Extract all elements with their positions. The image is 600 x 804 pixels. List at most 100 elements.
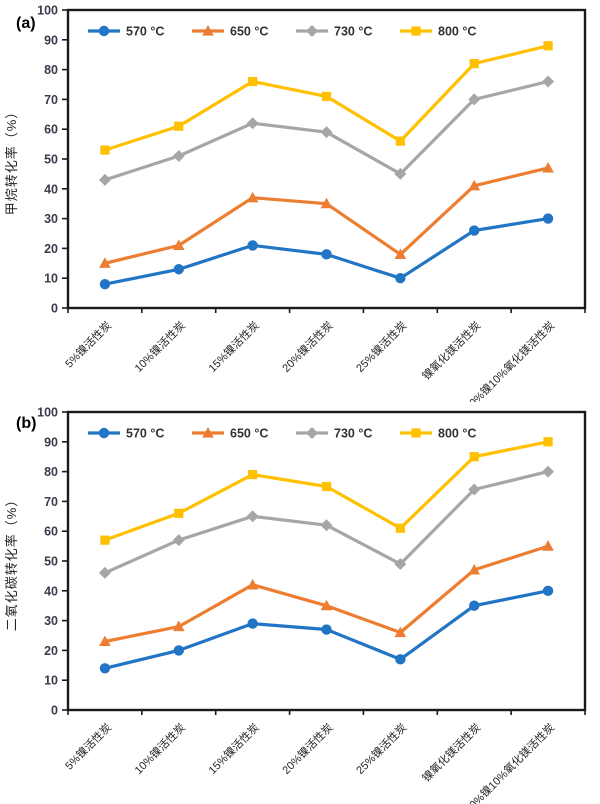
y-tick-label: 90 [44,33,58,47]
y-tick-label: 70 [44,93,58,107]
marker-diamond [98,173,111,186]
legend-label: 800 °C [438,25,476,39]
y-tick-label: 10 [44,674,58,688]
marker-diamond [394,557,407,570]
marker-circle [469,225,480,236]
marker-triangle [394,626,407,638]
marker-square [543,41,553,51]
marker-diamond [468,93,481,106]
y-tick-label: 0 [51,302,58,316]
marker-diamond [468,483,481,496]
y-tick-label: 80 [44,63,58,77]
marker-square [469,452,479,462]
category-label: 25%镍活性炭 [353,720,410,777]
marker-circle [321,624,332,635]
category-label: 15%镍活性炭 [205,720,262,777]
marker-circle [395,273,406,284]
plot-area-b: 0 10 20 30 40 50 60 70 80 90 100 5%镍活性炭 10%镍活性炭 15%镍活… [37,406,587,804]
category-label: 5%镍活性炭 [62,318,114,370]
plot-area-a: 0 10 20 30 40 50 60 70 80 90 100 5%镍活性炭 10%镍活性炭 15%镍活… [37,4,587,402]
legend-item: 570 °C [88,427,164,441]
marker-square [248,469,258,480]
marker-circle [247,240,258,251]
marker-triangle [246,578,259,590]
category-label: 镍氧化镁活性炭 [419,318,483,382]
marker-triangle [202,25,214,36]
marker-circle [395,654,406,665]
marker-diamond [246,117,259,130]
marker-circle [98,25,110,37]
y-tick-label: 80 [44,465,58,479]
marker-diamond [306,25,318,37]
y-tick-label: 50 [44,555,58,569]
legend-label: 570 °C [126,25,164,39]
legend-label: 730 °C [334,427,372,441]
y-tick-label: 100 [37,406,58,420]
legend-label: 650 °C [230,427,268,441]
series-line-650C [103,166,550,265]
marker-diamond [246,510,259,523]
marker-square [543,437,553,447]
y-tick-label: 100 [37,4,58,18]
marker-square [174,508,184,518]
y-tick-label: 10 [44,272,58,286]
marker-circle [173,645,184,656]
marker-square [395,523,405,533]
marker-circle [247,618,258,629]
y-tick-label: 70 [44,495,58,509]
panel-b-label: (b) [16,415,36,432]
category-label: 10%镍活性炭 [131,318,188,375]
legend-label: 730 °C [334,25,372,39]
marker-square [411,428,421,438]
marker-triangle [172,239,185,251]
y-tick-label: 40 [44,182,58,196]
chart-b: (b) 二氧化碳转化率（%） 0 10 20 30 40 50 60 70 80 90 100 5%镍… [4,406,587,804]
marker-triangle [542,161,554,173]
category-label: 10%镍活性炭 [131,720,188,777]
marker-diamond [172,150,185,163]
marker-circle [542,213,554,224]
marker-square [321,91,332,102]
legend-label: 800 °C [438,427,476,441]
marker-diamond [306,427,318,439]
marker-square [248,76,258,87]
y-tick-label: 60 [44,525,58,539]
legend-item: 570 °C [88,25,164,39]
y-tick-label: 20 [44,242,58,256]
y-axis-title-a: 甲烷转化率（%） [4,105,19,216]
marker-diamond [98,566,111,579]
category-label: 25%镍活性炭 [353,318,410,375]
legend-item: 800 °C [400,427,476,441]
marker-circle [321,249,332,260]
marker-triangle [394,248,407,259]
panel-a: (a) 甲烷转化率（%） 0 10 20 30 40 50 60 70 80 90 100 5%镍活性… [4,4,587,402]
category-label: 5%镍活性炭 [62,720,114,772]
y-axis-title-b: 二氧化碳转化率（%） [4,493,19,632]
y-tick-label: 40 [44,584,58,598]
category-label: 镍氧化镁活性炭 [419,720,483,784]
y-tick-label: 60 [44,123,58,137]
marker-square [321,481,332,492]
panel-a-label: (a) [16,15,36,32]
marker-circle [98,427,110,439]
marker-triangle [246,191,259,203]
marker-triangle [99,635,111,647]
y-tick-label: 20 [44,644,58,658]
marker-diamond [394,167,407,180]
marker-triangle [99,257,111,268]
panel-b: (b) 二氧化碳转化率（%） 0 10 20 30 40 50 60 70 80 90 100 5%镍… [0,402,600,804]
marker-circle [99,278,111,290]
marker-triangle [202,427,214,438]
y-tick-label: 0 [51,704,58,718]
marker-triangle [320,599,333,611]
marker-square [100,145,110,155]
chart-a: (a) 甲烷转化率（%） 0 10 20 30 40 50 60 70 80 90 100 5%镍活性… [4,4,587,402]
marker-triangle [468,179,481,191]
marker-triangle [542,540,554,551]
marker-diamond [320,519,333,532]
marker-square [395,136,405,146]
y-tick-label: 30 [44,212,58,226]
legend-item: 650 °C [192,427,268,441]
legend-item: 730 °C [296,427,372,441]
y-tick-label: 50 [44,153,58,167]
